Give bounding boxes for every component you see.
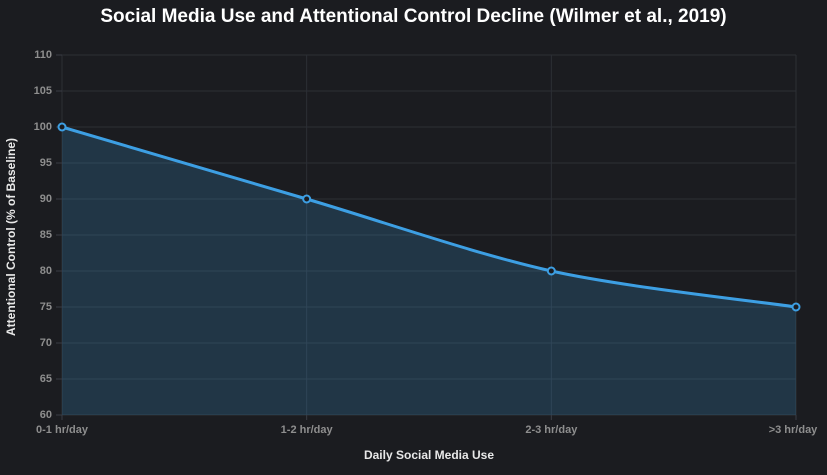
series-area-fill bbox=[62, 127, 796, 415]
y-tick-label: 100 bbox=[33, 121, 52, 133]
y-tick-label: 95 bbox=[39, 157, 52, 169]
y-tick-label: 105 bbox=[33, 85, 52, 97]
y-tick-label: 90 bbox=[39, 193, 52, 205]
y-axis-title: Attentional Control (% of Baseline) bbox=[4, 138, 18, 336]
series-line bbox=[60, 125, 798, 309]
y-tick-label: 65 bbox=[39, 373, 52, 385]
y-tick-label: 110 bbox=[34, 49, 52, 61]
x-tick-label: >3 hr/day bbox=[768, 424, 818, 436]
data-point-0-1 hr/day[interactable] bbox=[57, 122, 67, 132]
y-tick-label: 85 bbox=[39, 229, 52, 241]
data-point-1-2 hr/day[interactable] bbox=[302, 194, 312, 204]
x-tick-label: 1-2 hr/day bbox=[280, 424, 333, 436]
y-tick-label: 75 bbox=[39, 301, 52, 313]
chart-title: Social Media Use and Attentional Control… bbox=[100, 6, 727, 27]
data-point->3 hr/day[interactable] bbox=[791, 302, 801, 312]
y-tick-label: 80 bbox=[39, 265, 52, 277]
x-axis-title: Daily Social Media Use bbox=[363, 448, 495, 462]
y-tick-label: 70 bbox=[39, 337, 52, 349]
x-tick-label: 0-1 hr/day bbox=[36, 424, 88, 436]
y-tick-label: 60 bbox=[39, 409, 52, 421]
x-tick-label: 2-3 hr/day bbox=[525, 424, 578, 436]
data-point-2-3 hr/day[interactable] bbox=[546, 266, 556, 276]
